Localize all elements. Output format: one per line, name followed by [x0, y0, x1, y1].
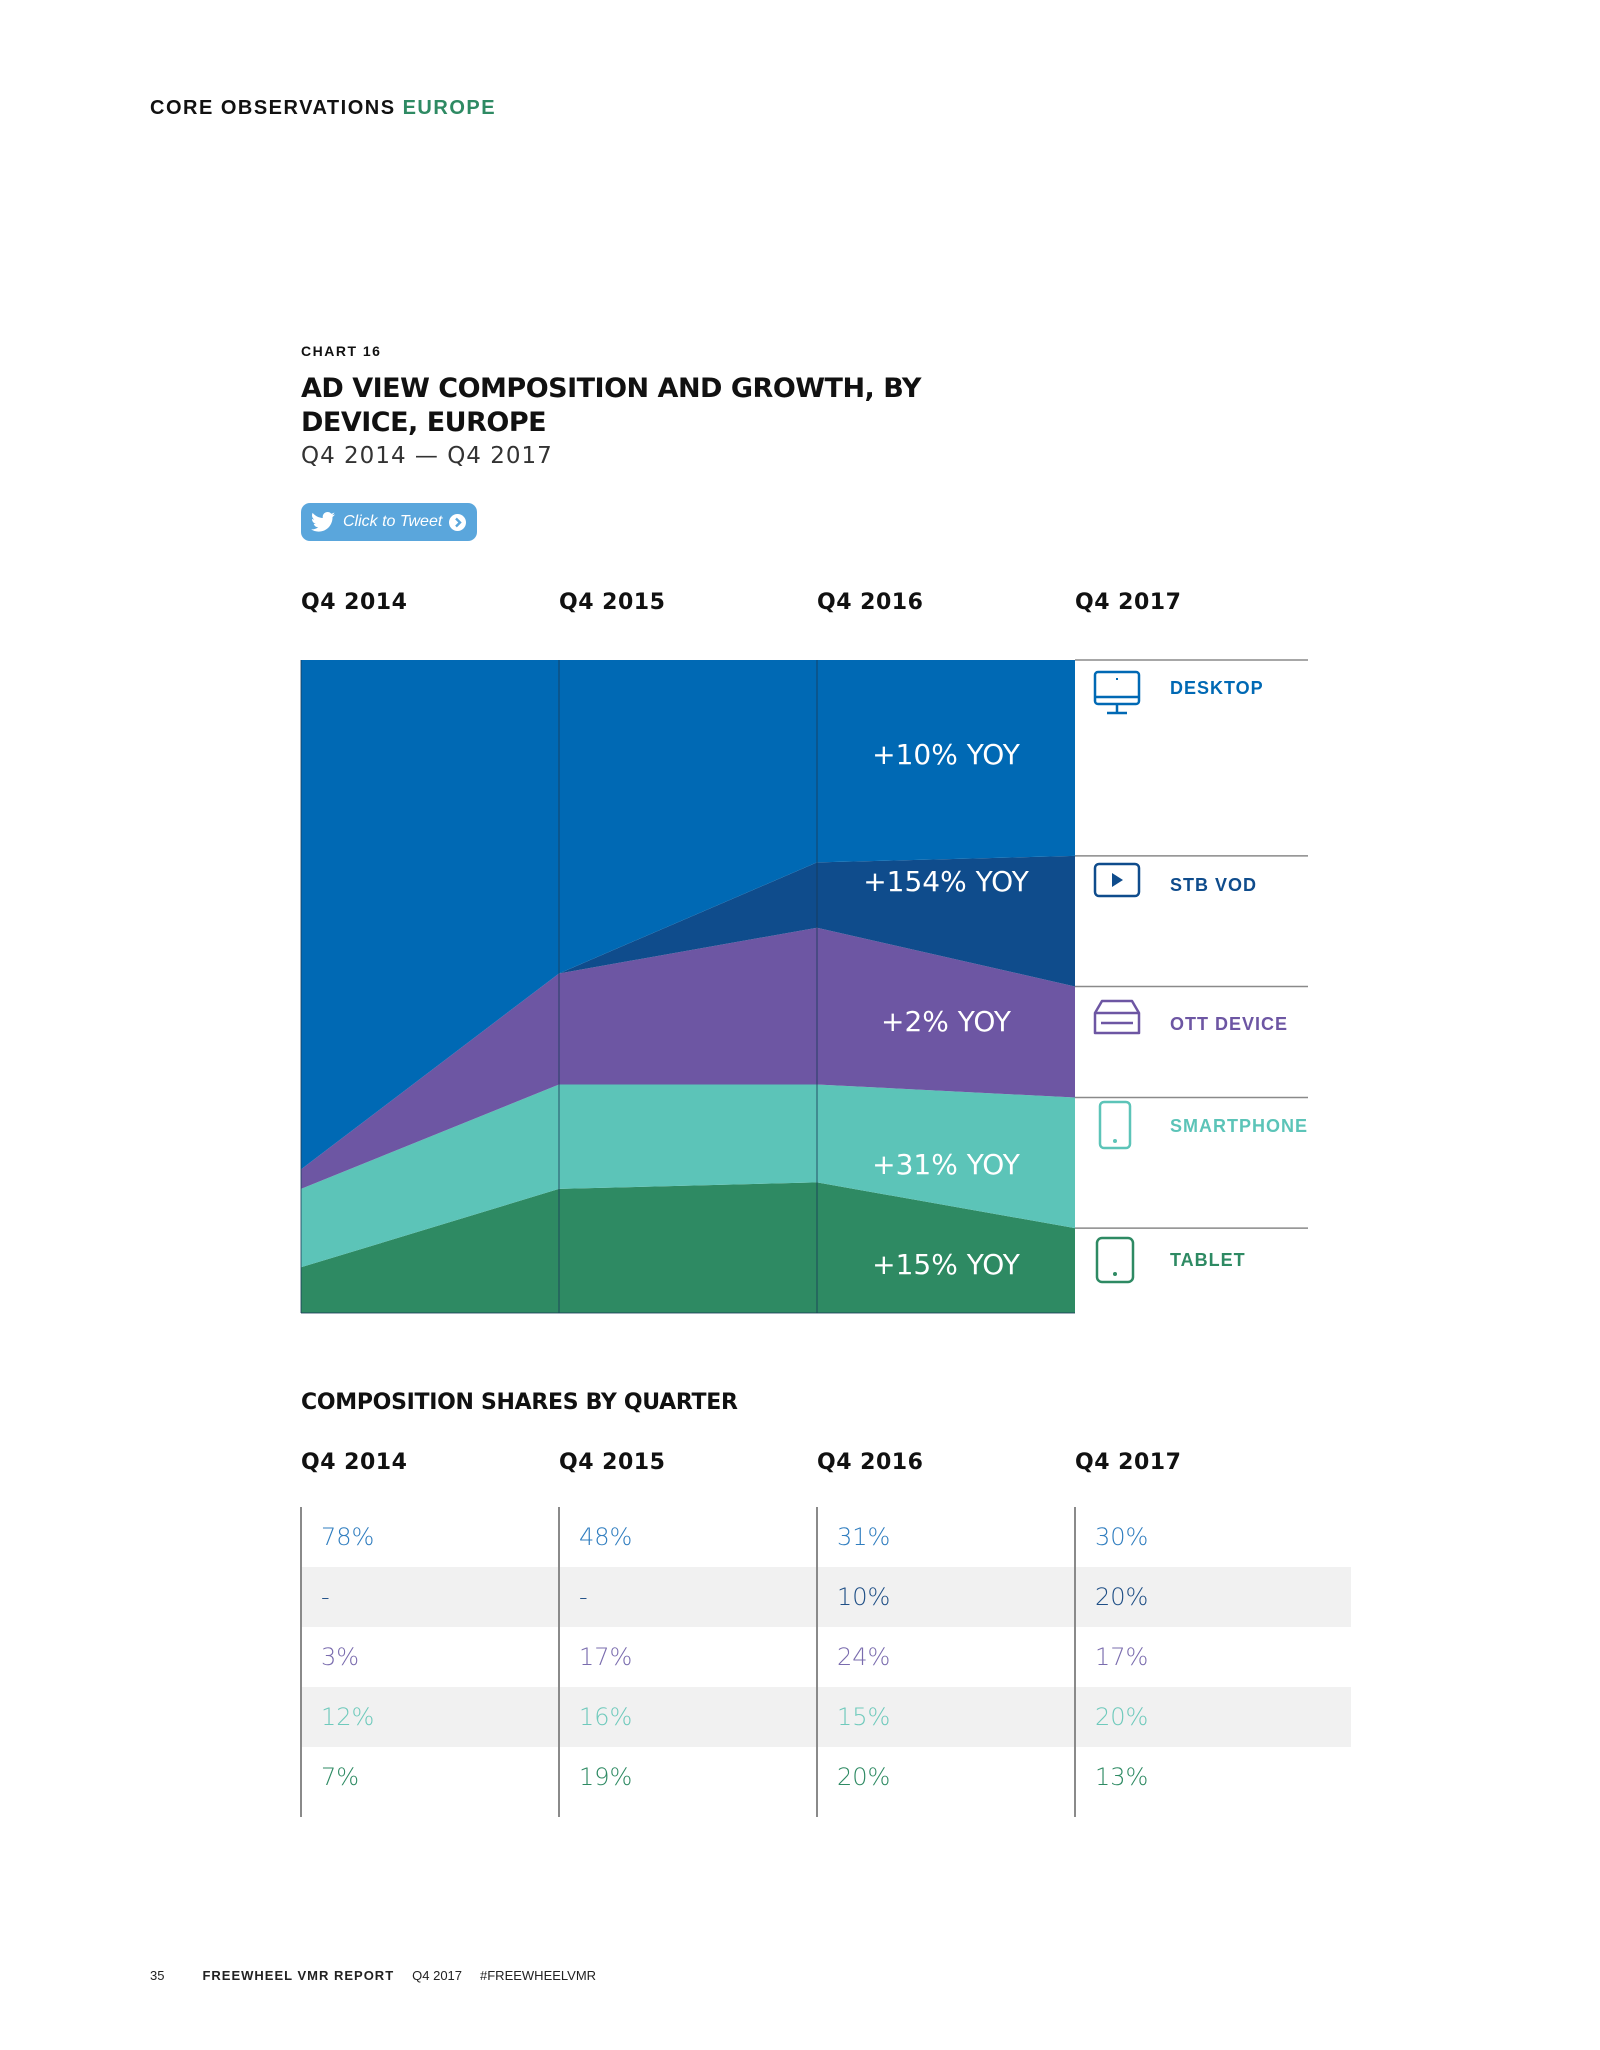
area-ott_device	[301, 927, 1075, 1189]
area-tablet	[301, 1182, 1075, 1313]
shares-row-stb-vod: - - 10% 20%	[301, 1567, 1351, 1627]
report-name: FREEWHEEL VMR REPORT	[202, 1968, 395, 1983]
share-cell: -	[321, 1583, 330, 1611]
share-cell: 31%	[837, 1523, 891, 1551]
share-cell: 20%	[1095, 1583, 1149, 1611]
legend-label-smartphone: SMARTPHONE	[1170, 1116, 1309, 1136]
chevron-right-icon	[449, 514, 466, 531]
ott-box-icon	[1093, 999, 1141, 1035]
share-cell: 17%	[1095, 1643, 1149, 1671]
page-footer: 35 FREEWHEEL VMR REPORT Q4 2017 #FREEWHE…	[150, 1968, 614, 1983]
legend-label-ott-device: OTT DEVICE	[1170, 1014, 1289, 1034]
shares-column-header: Q4 2016	[817, 1450, 924, 1475]
legend-label-stb-vod: STB VOD	[1170, 875, 1258, 895]
yoy-annotation-stb_vod: +154% YOY	[863, 865, 1029, 898]
share-cell: 20%	[837, 1763, 891, 1791]
table-column-rule	[1074, 1507, 1076, 1817]
share-cell: 7%	[321, 1763, 360, 1791]
share-cell: 13%	[1095, 1763, 1149, 1791]
share-cell: -	[579, 1583, 588, 1611]
shares-heading: COMPOSITION SHARES BY QUARTER	[301, 1390, 738, 1415]
tablet-icon	[1095, 1236, 1135, 1284]
area-chart: +15% YOY +31% YOY +2% YOY +154% YOY +10% YOY	[300, 659, 1308, 1314]
share-cell: 12%	[321, 1703, 375, 1731]
share-cell: 24%	[837, 1643, 891, 1671]
page-number: 35	[150, 1968, 165, 1983]
shares-column-header: Q4 2017	[1075, 1450, 1182, 1475]
yoy-annotation-desktop: +10% YOY	[872, 738, 1021, 771]
report-period: Q4 2017	[412, 1968, 463, 1983]
section-label: CORE OBSERVATIONS	[150, 97, 396, 119]
share-cell: 16%	[579, 1703, 633, 1731]
shares-row-tablet: 7% 19% 20% 13%	[301, 1747, 1351, 1807]
table-column-rule	[816, 1507, 818, 1817]
share-cell: 48%	[579, 1523, 633, 1551]
area-desktop	[301, 660, 1075, 1170]
chart-quarter-label: Q4 2015	[559, 590, 666, 615]
legend-label-tablet: TABLET	[1170, 1250, 1246, 1270]
report-hashtag: #FREEWHEELVMR	[480, 1968, 597, 1983]
share-cell: 17%	[579, 1643, 633, 1671]
share-cell: 20%	[1095, 1703, 1149, 1731]
click-to-tweet-button[interactable]: Click to Tweet	[301, 503, 477, 541]
table-column-rule	[300, 1507, 302, 1817]
yoy-annotation-ott_device: +2% YOY	[881, 1005, 1012, 1038]
smartphone-icon	[1098, 1100, 1132, 1150]
area-smartphone	[301, 1084, 1075, 1268]
shares-row-desktop: 78% 48% 31% 30%	[301, 1507, 1351, 1567]
table-column-rule	[558, 1507, 560, 1817]
shares-column-header: Q4 2015	[559, 1450, 666, 1475]
yoy-annotation-smartphone: +31% YOY	[872, 1148, 1021, 1181]
chart-subtitle: Q4 2014 — Q4 2017	[301, 443, 553, 469]
desktop-icon	[1093, 670, 1141, 715]
chart-title: AD VIEW COMPOSITION AND GROWTH, BY DEVIC…	[301, 373, 921, 438]
chart-quarter-label: Q4 2014	[301, 590, 408, 615]
share-cell: 78%	[321, 1523, 375, 1551]
yoy-annotation-tablet: +15% YOY	[872, 1248, 1021, 1281]
share-cell: 30%	[1095, 1523, 1149, 1551]
chart-number: CHART 16	[301, 343, 382, 359]
shares-row-smartphone: 12% 16% 15% 20%	[301, 1687, 1351, 1747]
share-cell: 19%	[579, 1763, 633, 1791]
share-cell: 15%	[837, 1703, 891, 1731]
chart-quarter-label: Q4 2016	[817, 590, 924, 615]
share-cell: 3%	[321, 1643, 360, 1671]
section-region: EUROPE	[402, 97, 497, 119]
legend-label-desktop: DESKTOP	[1170, 678, 1264, 698]
share-cell: 10%	[837, 1583, 891, 1611]
play-icon	[1093, 862, 1141, 898]
twitter-bird-icon	[311, 512, 335, 532]
tweet-label: Click to Tweet	[343, 513, 443, 530]
shares-row-ott-device: 3% 17% 24% 17%	[301, 1627, 1351, 1687]
shares-column-header: Q4 2014	[301, 1450, 408, 1475]
section-title: CORE OBSERVATIONS EUROPE	[150, 97, 496, 120]
area-stb_vod	[301, 855, 1075, 1170]
chart-quarter-label: Q4 2017	[1075, 590, 1182, 615]
shares-table: 78% 48% 31% 30% - - 10% 20% 3% 17% 24% 1…	[301, 1507, 1351, 1807]
